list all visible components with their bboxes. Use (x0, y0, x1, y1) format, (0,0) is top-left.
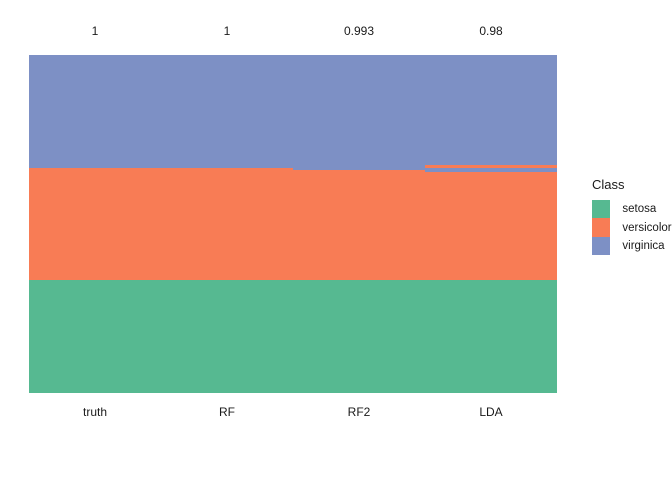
column-truth (29, 55, 161, 393)
column-RF (161, 55, 293, 393)
legend-keys: setosa versicolor virginica (592, 200, 672, 256)
segment-versicolor (29, 167, 161, 281)
legend-label-virginica: virginica (622, 239, 665, 252)
column-LDA (425, 55, 557, 393)
legend-swatch-virginica (592, 236, 611, 256)
legend: Class setosa versicolor virginica (592, 177, 672, 256)
accuracy-labels-row: 1 1 0.993 0.98 (29, 25, 557, 38)
segment-setosa (29, 280, 161, 393)
segment-virginica (425, 167, 557, 173)
segment-virginica (29, 55, 161, 168)
plot-area (29, 55, 557, 393)
accuracy-label-RF: 1 (223, 24, 231, 38)
segment-setosa (425, 280, 557, 393)
x-axis-label-RF2: RF2 (347, 405, 371, 419)
x-axis-label-RF: RF (219, 405, 235, 419)
legend-entry-virginica: virginica (592, 236, 672, 256)
column-RF2 (293, 55, 425, 393)
segment-setosa (293, 280, 425, 393)
legend-entry-setosa: setosa (592, 200, 672, 219)
legend-swatch-setosa (592, 200, 611, 219)
segment-versicolor (425, 172, 557, 281)
x-axis-label-truth: truth (82, 405, 107, 419)
legend-swatch-versicolor (592, 218, 611, 237)
segment-versicolor (161, 167, 293, 281)
accuracy-label-truth: 1 (91, 24, 99, 38)
accuracy-label-RF2: 0.993 (343, 24, 375, 38)
x-axis-labels-row: truth RF RF2 LDA (29, 406, 557, 419)
x-axis-label-LDA: LDA (479, 405, 503, 419)
legend-title: Class (592, 177, 625, 192)
segment-setosa (161, 280, 293, 393)
segment-versicolor (293, 169, 425, 281)
legend-entry-versicolor: versicolor (592, 218, 672, 237)
segment-virginica (161, 55, 293, 168)
legend-label-versicolor: versicolor (622, 221, 672, 234)
segment-versicolor (425, 165, 557, 168)
segment-virginica (425, 55, 557, 166)
segment-virginica (293, 55, 425, 170)
legend-label-setosa: setosa (622, 203, 657, 216)
accuracy-label-LDA: 0.98 (479, 24, 503, 38)
